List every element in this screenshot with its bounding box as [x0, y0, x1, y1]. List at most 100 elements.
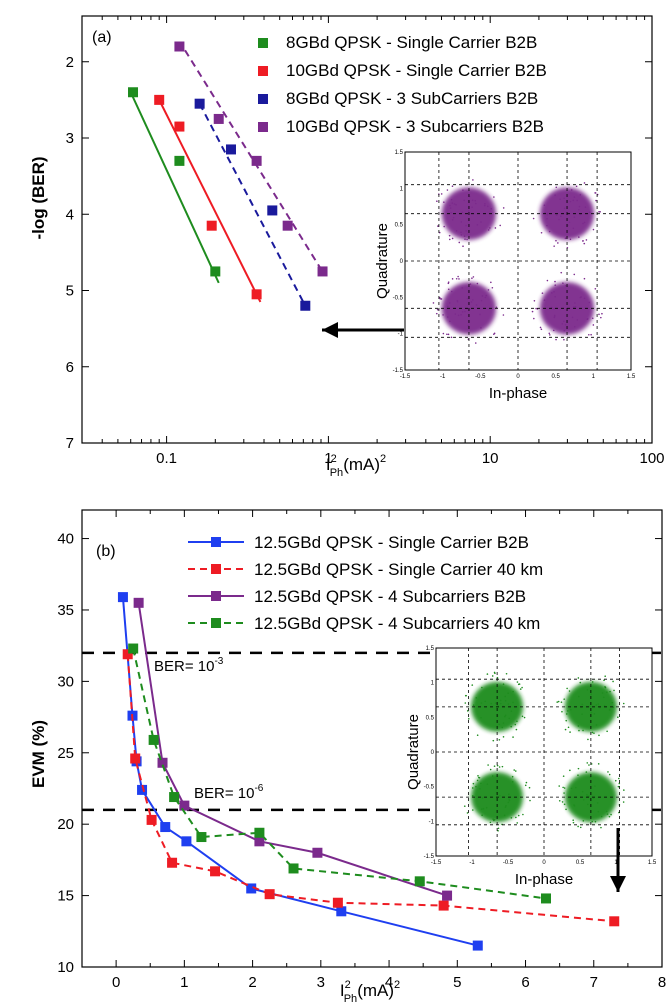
panel-a-inset-dot: [460, 221, 463, 223]
panel-a-inset-dot: [440, 298, 443, 300]
panel-b-inset-dot: [592, 797, 595, 799]
panel-a-inset-dot: [555, 186, 558, 189]
panel-a-data-point: [225, 144, 236, 155]
panel-b-inset-dot: [602, 696, 605, 699]
panel-a-inset-x-tick: -0.5: [475, 374, 486, 380]
panel-b-inset-dot: [507, 801, 510, 804]
panel-a-inset-dot: [487, 289, 490, 291]
panel-a-series: [174, 41, 328, 277]
panel-b-inset-dot: [475, 697, 478, 699]
panel-a-inset-dot: [546, 212, 549, 215]
panel-b-inset-dot: [601, 692, 604, 694]
panel-b-inset-dot: [516, 822, 519, 824]
panel-b-inset-dot: [594, 785, 596, 787]
panel-b-inset-dot: [606, 691, 608, 693]
panel-a-inset-dot: [439, 298, 442, 300]
panel-b-inset-dot: [561, 710, 563, 713]
panel-a-inset-dot: [474, 199, 477, 202]
panel-b-inset-dot: [577, 677, 580, 679]
panel-a-inset-dot: [554, 280, 556, 283]
panel-a-series: [128, 87, 221, 284]
panel-b-data-point: [128, 643, 139, 654]
panel-a-y-tick-label: 2: [66, 54, 74, 71]
panel-b-inset-dot: [494, 702, 497, 705]
panel-a-inset-dot: [548, 334, 551, 336]
panel-b-inset-dot: [595, 724, 598, 726]
panel-a-inset-dot: [546, 279, 549, 282]
panel-a-inset-dot: [595, 199, 597, 202]
panel-a-inset-dot: [455, 230, 458, 232]
panel-b-inset-dot: [577, 767, 580, 770]
panel-b-x-axis-label: I2 Ph(mA)2: [340, 979, 400, 1005]
panel-a-inset-dot: [481, 295, 484, 297]
panel-a-inset-dot: [451, 202, 454, 204]
panel-b-inset-dot: [560, 701, 563, 703]
panel-b-inset-dot: [497, 829, 499, 832]
panel-a-data-point: [154, 94, 165, 105]
panel-b-data-point: [332, 897, 343, 908]
panel-b-inset-dot: [521, 715, 524, 718]
panel-a-inset-dot: [476, 282, 479, 285]
panel-a-inset-dot: [499, 224, 501, 227]
panel-a-label: (a): [92, 29, 112, 46]
panel-b-inset-dot: [590, 711, 593, 714]
panel-a-inset-dot: [449, 204, 451, 207]
panel-b-inset-dot: [604, 675, 606, 678]
panel-b-inset-dot: [497, 704, 499, 707]
panel-a-inset-dot: [493, 196, 495, 198]
panel-b-inset-dot: [595, 704, 598, 706]
panel-a-inset-dot: [491, 286, 494, 289]
panel-a-legend-marker: [258, 38, 268, 48]
panel-b-inset-dot: [586, 688, 589, 691]
panel-b-inset-dot: [563, 698, 566, 700]
panel-a-inset-dot: [450, 211, 452, 214]
panel-a-series: [194, 98, 311, 311]
panel-b-y-tick-label: 30: [57, 673, 74, 690]
panel-b-inset-dot: [557, 700, 560, 703]
panel-b-data-point: [414, 876, 425, 887]
panel-a-inset-dot: [557, 242, 559, 244]
panel-a-inset-dot: [447, 333, 450, 336]
panel-b-inset-dot: [511, 781, 514, 783]
panel-a-inset-dot: [460, 313, 462, 316]
panel-a-inset-dot: [573, 325, 576, 328]
panel-a-inset-dot: [562, 282, 564, 284]
panel-b-inset-dot: [577, 725, 580, 727]
panel-b-inset-y-tick: 0.5: [426, 715, 435, 721]
panel-b-inset-dot: [600, 815, 603, 818]
panel-b-inset-dot: [480, 702, 483, 704]
panel-a-inset-dot: [470, 301, 473, 303]
panel-a-inset-y-tick: -0.5: [393, 295, 404, 301]
panel-a-y-tick-label: 6: [66, 359, 74, 376]
panel-a-inset-dot: [546, 213, 549, 216]
panel-b-inset-dot: [610, 813, 612, 816]
panel-a-inset-dot: [553, 245, 555, 247]
panel-a-inset-dot: [466, 238, 468, 241]
panel-a-inset-dot: [535, 307, 537, 310]
panel-a-inset-dot: [446, 189, 449, 191]
panel-b-inset-dot: [591, 681, 594, 683]
panel-a-inset-dot: [451, 278, 454, 280]
panel-a-inset-dot: [493, 333, 495, 336]
panel-a-inset-dot: [559, 198, 561, 201]
panel-a-inset-y-tick: -1: [398, 332, 404, 338]
panel-b-y-tick-label: 25: [57, 745, 74, 762]
panel-b-inset-dot: [467, 718, 470, 720]
panel-a-inset-dot: [555, 214, 558, 216]
panel-a-inset-dot: [583, 242, 586, 245]
panel-a-inset-dot: [531, 310, 534, 313]
panel-a-inset-dot: [576, 319, 579, 321]
panel-b-inset-dot: [523, 716, 526, 719]
panel-a-inset-dot: [574, 305, 577, 308]
panel-a-inset-dot: [553, 290, 555, 293]
panel-b-inset-dot: [586, 762, 589, 764]
panel-a-inset-dot: [472, 276, 475, 278]
panel-a-data-point: [174, 121, 185, 132]
panel-a-inset-dot: [594, 192, 597, 194]
panel-a-inset-dot: [553, 307, 555, 310]
panel-b-inset-y-tick: 0: [431, 750, 435, 756]
panel-b-threshold-label: BER= 10-6: [194, 783, 264, 802]
panel-b-inset-dot: [490, 702, 493, 705]
panel-b-inset-dot: [504, 695, 506, 698]
panel-a-inset-dot: [554, 194, 556, 196]
